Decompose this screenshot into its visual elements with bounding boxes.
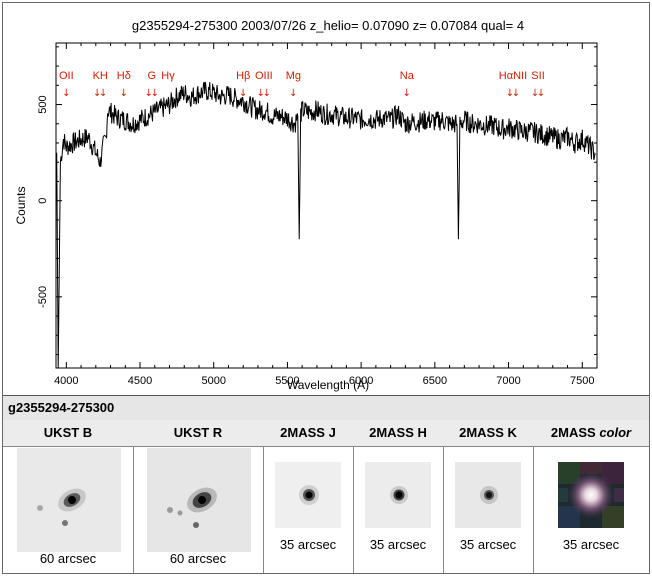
x-tick-label: 7000 — [496, 375, 520, 387]
line-annotation-arrow: ↓ — [257, 88, 265, 99]
line-annotation-label: KH — [93, 70, 108, 82]
2mass-j-image — [275, 462, 341, 528]
x-tick-label: 6000 — [349, 375, 373, 387]
object-id: g2355294-275300 — [8, 400, 115, 415]
thumb-title: 2MASS K — [443, 420, 533, 447]
thumb-title: 2MASS H — [353, 420, 443, 447]
thumb-scale: 60 arcsec — [169, 551, 227, 566]
spectrum-series-line — [56, 81, 596, 369]
2mass-color-image — [558, 462, 624, 528]
y-axis-label: Counts — [14, 186, 28, 224]
x-tick-label: 5500 — [275, 375, 299, 387]
line-annotation-arrow: ↓ — [506, 88, 514, 99]
line-annotation-arrow: ↓ — [145, 88, 153, 99]
thumb-title: 2MASS color — [533, 420, 649, 447]
x-axis-label: Wavelength (Å) — [287, 377, 369, 392]
object-id-bar: g2355294-275300 — [3, 395, 649, 421]
line-annotation-arrow: ↓ — [263, 88, 271, 99]
2mass-k-image — [455, 462, 521, 528]
thumb-2mass-color: 2MASS color — [533, 420, 649, 573]
thumb-scale: 35 arcsec — [459, 537, 517, 552]
line-annotation-label: Na — [400, 70, 415, 82]
line-annotation-label: Hδ — [117, 70, 131, 82]
thumb-scale: 35 arcsec — [369, 537, 427, 552]
thumb-2mass-j: 2MASS J 35 arcsec — [263, 420, 354, 573]
thumb-title-prefix: 2MASS — [550, 425, 596, 440]
ukst-r-image — [147, 448, 251, 552]
thumb-title: UKST B — [3, 420, 133, 447]
spectrum-panel: g2355294-275300 2003/07/26 z_helio= 0.07… — [3, 3, 649, 395]
x-tick-label: 5000 — [201, 375, 225, 387]
spectrum-chart: g2355294-275300 2003/07/26 z_helio= 0.07… — [14, 18, 598, 392]
thumb-2mass-k: 2MASS K 35 arcsec — [443, 420, 534, 573]
line-annotation-arrow: ↓ — [93, 88, 101, 99]
line-annotation-arrow: ↓ — [120, 88, 128, 99]
thumb-ukst-b: UKST B 60 arcsec — [3, 420, 134, 573]
thumb-title: UKST R — [133, 420, 263, 447]
thumb-title-italic: color — [599, 425, 632, 440]
line-annotation-arrow: ↓ — [403, 88, 411, 99]
thumb-scale: 35 arcsec — [562, 537, 620, 552]
line-annotation-label: Mg — [286, 70, 301, 82]
x-tick-label: 6500 — [423, 375, 447, 387]
line-annotation-arrow: ↓ — [62, 88, 70, 99]
line-annotation-label: OII — [59, 70, 74, 82]
thumb-scale: 35 arcsec — [279, 537, 337, 552]
line-annotation-label: Hβ — [236, 70, 250, 82]
line-annotation-arrow: ↓ — [289, 88, 297, 99]
y-tick-label: -500 — [37, 286, 49, 308]
thumb-scale: 60 arcsec — [39, 551, 97, 566]
chart-title: g2355294-275300 2003/07/26 z_helio= 0.07… — [132, 18, 524, 33]
line-annotation-label: OIII — [255, 70, 273, 82]
line-annotation-arrow: ↓ — [151, 88, 159, 99]
line-annotation-label: G — [148, 70, 157, 82]
x-tick-label: 4500 — [128, 375, 152, 387]
thumb-ukst-r: UKST R 60 arcsec — [133, 420, 264, 573]
ukst-b-image — [17, 448, 121, 552]
thumb-title: 2MASS J — [263, 420, 353, 447]
line-annotation-label: Hγ — [161, 70, 175, 82]
thumb-2mass-h: 2MASS H 35 arcsec — [353, 420, 444, 573]
line-annotation-arrow: ↓ — [239, 88, 247, 99]
line-annotation-arrow: ↓ — [531, 88, 539, 99]
line-annotation-arrow: ↓ — [512, 88, 520, 99]
y-tick-label: 500 — [37, 95, 49, 113]
thumbnail-strip: UKST B 60 arcsec UKST R 60 — [3, 420, 649, 573]
2mass-h-image — [365, 462, 431, 528]
line-annotation-arrow: ↓ — [99, 88, 107, 99]
line-annotation-label: SII — [531, 70, 544, 82]
x-tick-label: 7500 — [570, 375, 594, 387]
line-annotation-arrow: ↓ — [537, 88, 545, 99]
line-annotation-label: HαNII — [499, 70, 527, 82]
y-tick-label: 0 — [37, 198, 49, 204]
x-tick-label: 4000 — [54, 375, 78, 387]
plot-frame — [55, 42, 598, 369]
